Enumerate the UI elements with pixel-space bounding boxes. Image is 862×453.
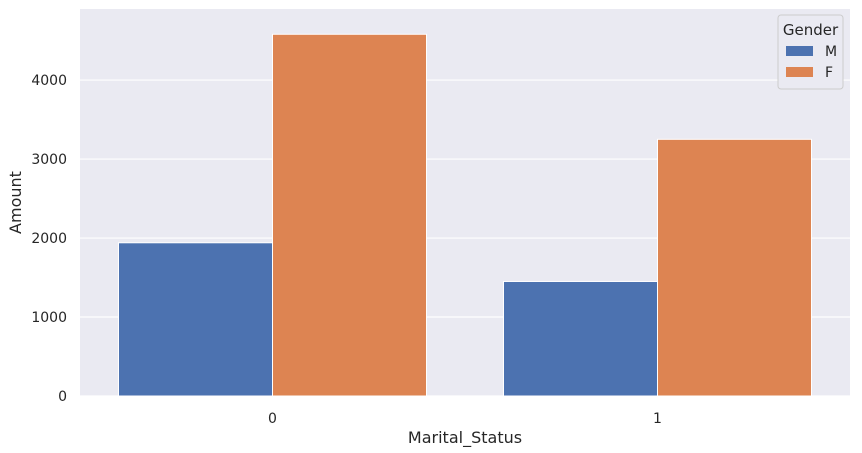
bars xyxy=(118,33,812,397)
legend-swatch-M xyxy=(786,46,813,56)
y-tick-labels: 0 1000 2000 3000 4000 xyxy=(31,73,67,405)
bar-M-1 xyxy=(503,280,658,397)
bar-M-0 xyxy=(118,242,273,397)
legend: Gender MF xyxy=(777,14,844,90)
legend-title: Gender xyxy=(783,21,839,39)
y-tick-label: 2000 xyxy=(31,231,67,247)
legend-label-F: F xyxy=(825,65,833,81)
bar-F-1 xyxy=(657,138,812,397)
legend-label-M: M xyxy=(825,44,837,60)
bar-F-0 xyxy=(272,33,427,397)
x-tick-label: 0 xyxy=(268,411,277,427)
x-tick-label: 1 xyxy=(653,411,662,427)
y-tick-label: 3000 xyxy=(31,152,67,168)
y-axis-label: Amount xyxy=(6,171,25,234)
x-axis-label: Marital_Status xyxy=(408,428,522,448)
legend-swatch-F xyxy=(786,67,813,77)
y-tick-label: 4000 xyxy=(31,73,67,89)
y-tick-label: 1000 xyxy=(31,310,67,326)
y-tick-label: 0 xyxy=(58,389,67,405)
